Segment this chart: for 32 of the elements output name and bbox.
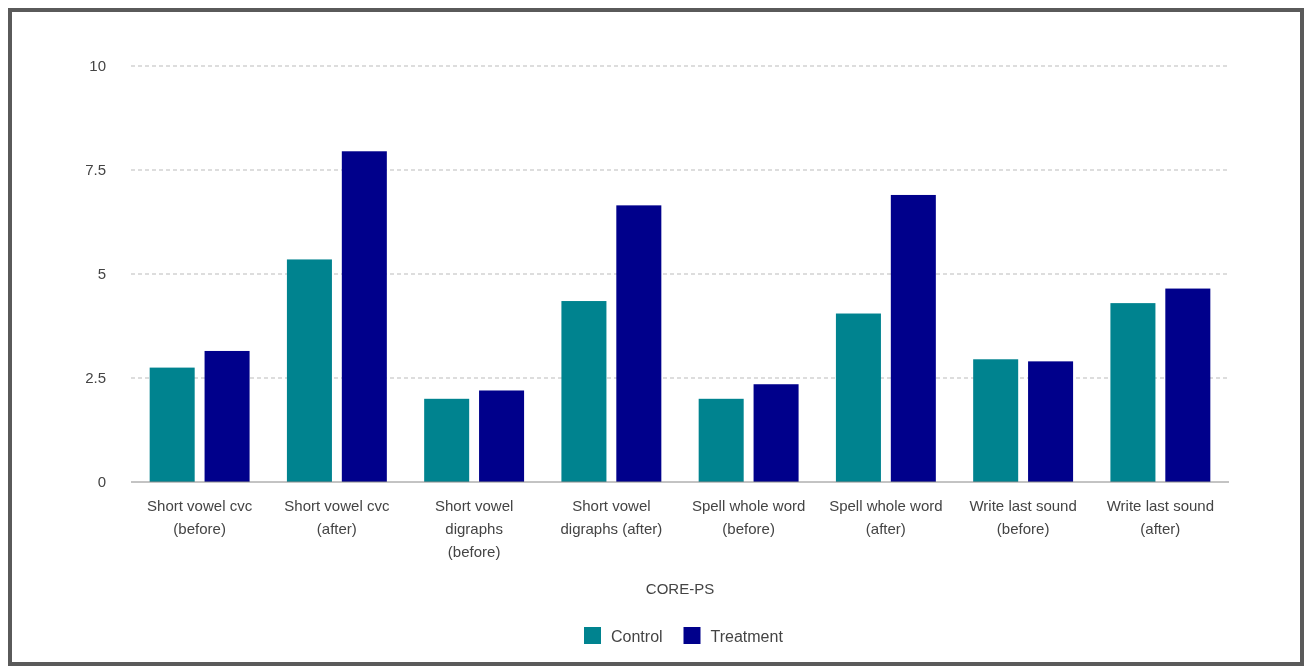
bar (1110, 303, 1156, 482)
x-tick-label: Short vowel digraphs (before) (434, 497, 514, 560)
legend-label: Control (611, 627, 663, 645)
y-tick-label: 2.5 (85, 369, 106, 387)
x-tick-label: Short vowel cvc (before) (147, 497, 253, 537)
x-tick-label: Short vowel digraphs (after) (560, 497, 663, 537)
y-tick-label: 10 (89, 57, 106, 75)
bar (341, 151, 387, 482)
bar (835, 313, 881, 482)
y-tick-label: 0 (97, 473, 106, 491)
x-tick-label: Write last sound (after) (1106, 497, 1215, 537)
bar (424, 398, 470, 482)
bar (1165, 288, 1211, 482)
bar (149, 367, 195, 482)
bar (204, 350, 250, 482)
bar (561, 301, 607, 482)
bar (286, 259, 332, 482)
bar (973, 359, 1019, 482)
bar (616, 205, 662, 482)
x-tick-label: Write last sound (before) (969, 497, 1077, 537)
x-tick-label: Short vowel cvc (after) (284, 497, 390, 537)
bar (479, 390, 525, 482)
x-axis-title: CORE-PS (645, 580, 715, 597)
x-tick-label: Spell whole word (before) (691, 497, 806, 537)
y-tick-label: 7.5 (85, 161, 106, 179)
bar (890, 194, 936, 482)
legend-label: Treatment (710, 627, 784, 645)
x-tick-label: Spell whole word (after) (829, 497, 943, 537)
bar (1028, 361, 1074, 482)
y-tick-label: 5 (97, 265, 106, 283)
bar (698, 398, 744, 482)
bar (753, 384, 799, 482)
